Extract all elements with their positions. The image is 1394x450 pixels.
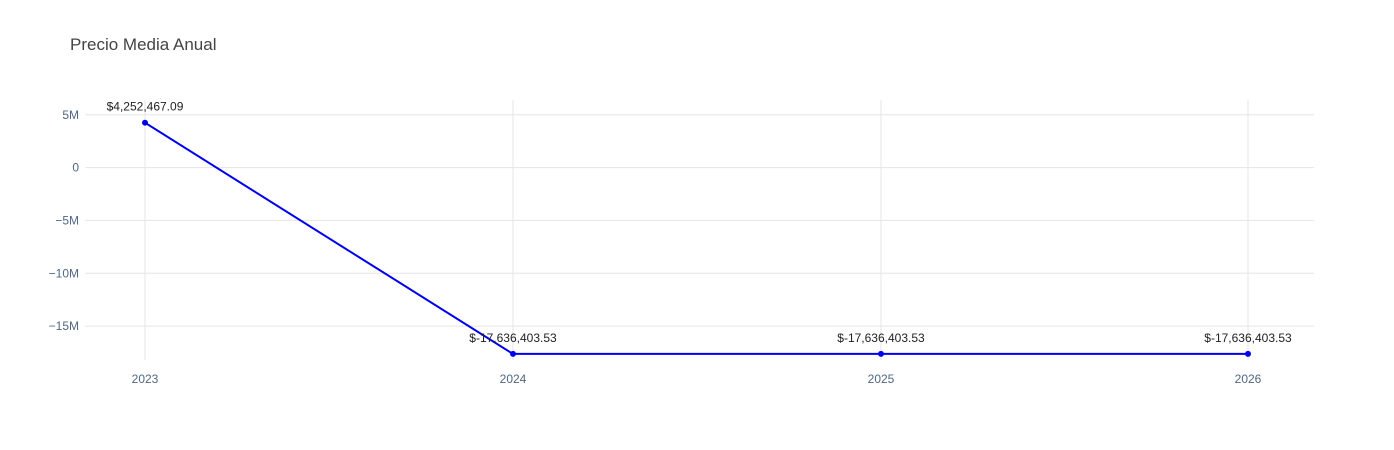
data-point-2026[interactable] (1245, 350, 1251, 357)
data-label-2023: $4,252,467.09 (107, 100, 184, 114)
data-labels: $4,252,467.09 $-17,636,403.53 $-17,636,403… (107, 100, 1292, 345)
y-tick-label: 5M (62, 108, 79, 122)
series-layer (142, 119, 1251, 357)
data-label-2026: $-17,636,403.53 (1204, 331, 1292, 345)
y-tick-label: −15M (49, 319, 79, 333)
x-gridlines (144, 100, 1249, 360)
y-tick-label: 0 (72, 161, 79, 175)
x-tick-label: 2024 (500, 372, 527, 386)
x-tick-label: 2025 (868, 372, 895, 386)
x-axis-ticks: 2023 2024 2025 2026 (132, 372, 1262, 386)
y-tick-label: −5M (55, 213, 79, 227)
y-gridlines (85, 114, 1314, 327)
data-label-2024: $-17,636,403.53 (469, 331, 557, 345)
y-tick-label: −10M (49, 266, 79, 280)
chart-title: Precio Media Anual (70, 35, 216, 54)
x-tick-label: 2026 (1235, 372, 1262, 386)
data-point-2025[interactable] (878, 350, 884, 357)
data-point-2023[interactable] (142, 119, 148, 126)
y-axis-ticks: 5M 0 −5M −10M −15M (49, 108, 80, 333)
data-label-2025: $-17,636,403.53 (837, 331, 925, 345)
x-tick-label: 2023 (132, 372, 159, 386)
series-line (144, 121, 1248, 355)
data-point-2024[interactable] (510, 350, 516, 357)
